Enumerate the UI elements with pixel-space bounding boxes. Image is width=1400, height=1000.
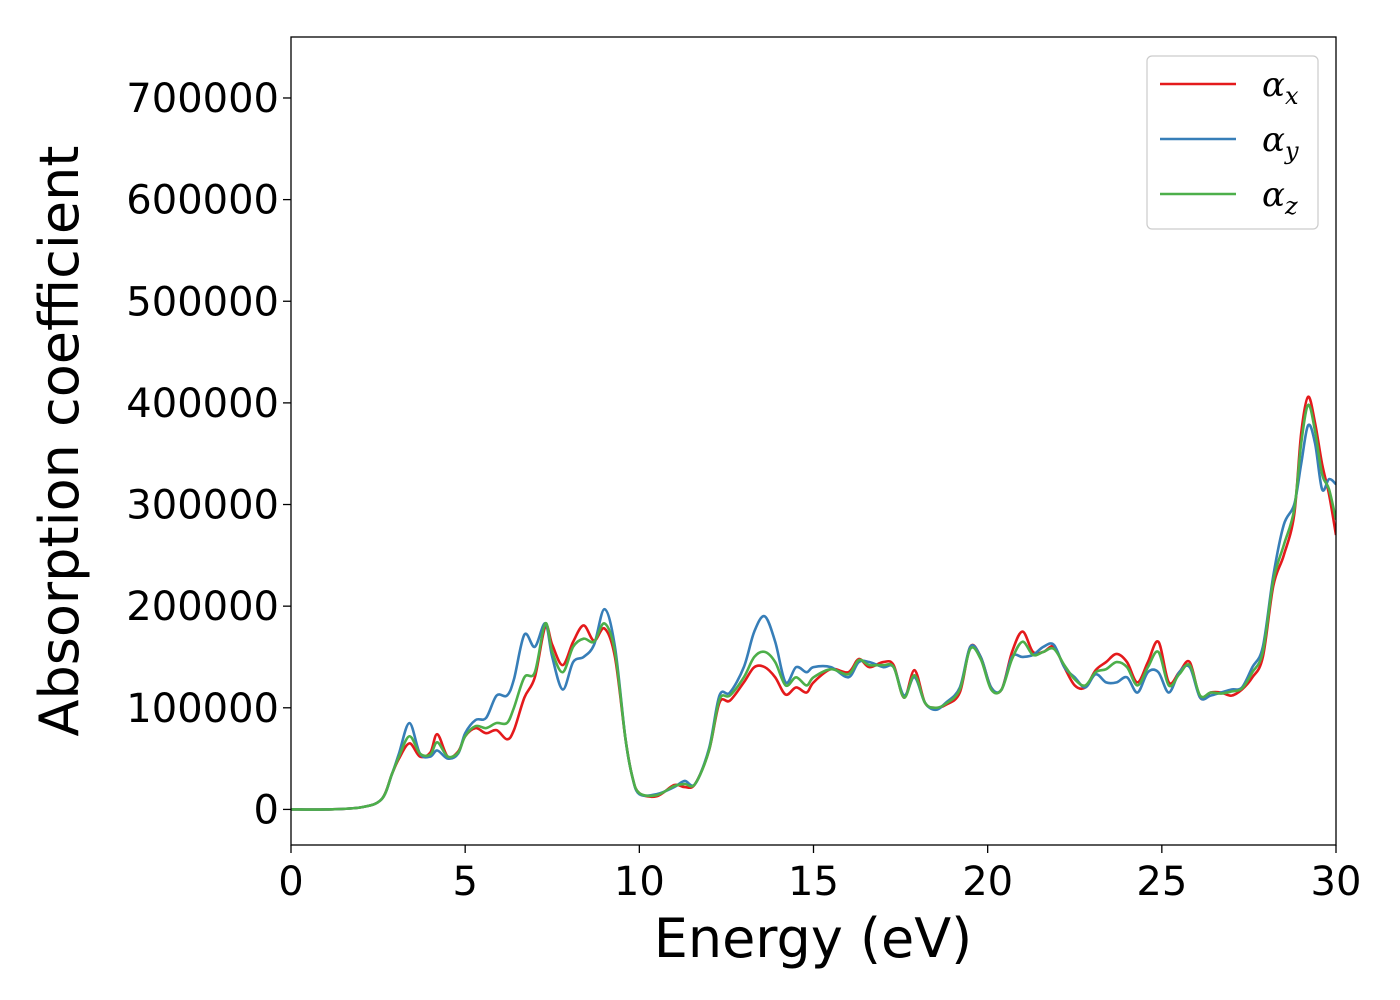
x-axis: 0 5 10 15 20 25 30 bbox=[278, 845, 1361, 905]
legend-box bbox=[1146, 55, 1319, 230]
x-tick-label: 25 bbox=[1136, 859, 1187, 905]
x-tick-label: 10 bbox=[614, 859, 665, 905]
y-tick-label: 500000 bbox=[126, 279, 279, 325]
series-layer bbox=[291, 395, 1336, 811]
y-tick-label: 200000 bbox=[126, 584, 279, 630]
y-tick-label: 400000 bbox=[126, 381, 279, 427]
y-tick-label: 100000 bbox=[126, 686, 279, 732]
legend-label-x: αx bbox=[1262, 65, 1299, 110]
x-tick-label: 30 bbox=[1311, 859, 1362, 905]
x-tick-label: 20 bbox=[962, 859, 1013, 905]
x-axis-label: Energy (eV) bbox=[654, 907, 973, 970]
y-tick-label: 700000 bbox=[126, 76, 279, 122]
x-tick-label: 15 bbox=[788, 859, 839, 905]
y-axis-label: Absorption coefficient bbox=[28, 146, 91, 737]
legend-label-z: αz bbox=[1262, 175, 1298, 220]
y-tick-label: 600000 bbox=[126, 178, 279, 224]
x-tick-label: 5 bbox=[452, 859, 477, 905]
x-tick-label: 0 bbox=[278, 859, 303, 905]
y-tick-label: 300000 bbox=[126, 483, 279, 529]
y-axis: 0 100000 200000 300000 400000 500000 600000 700… bbox=[126, 76, 291, 833]
legend: αx αy αz bbox=[1146, 55, 1319, 230]
series-line-z bbox=[291, 403, 1336, 811]
legend-label-y: αy bbox=[1262, 120, 1299, 165]
y-tick-label: 0 bbox=[254, 787, 279, 833]
